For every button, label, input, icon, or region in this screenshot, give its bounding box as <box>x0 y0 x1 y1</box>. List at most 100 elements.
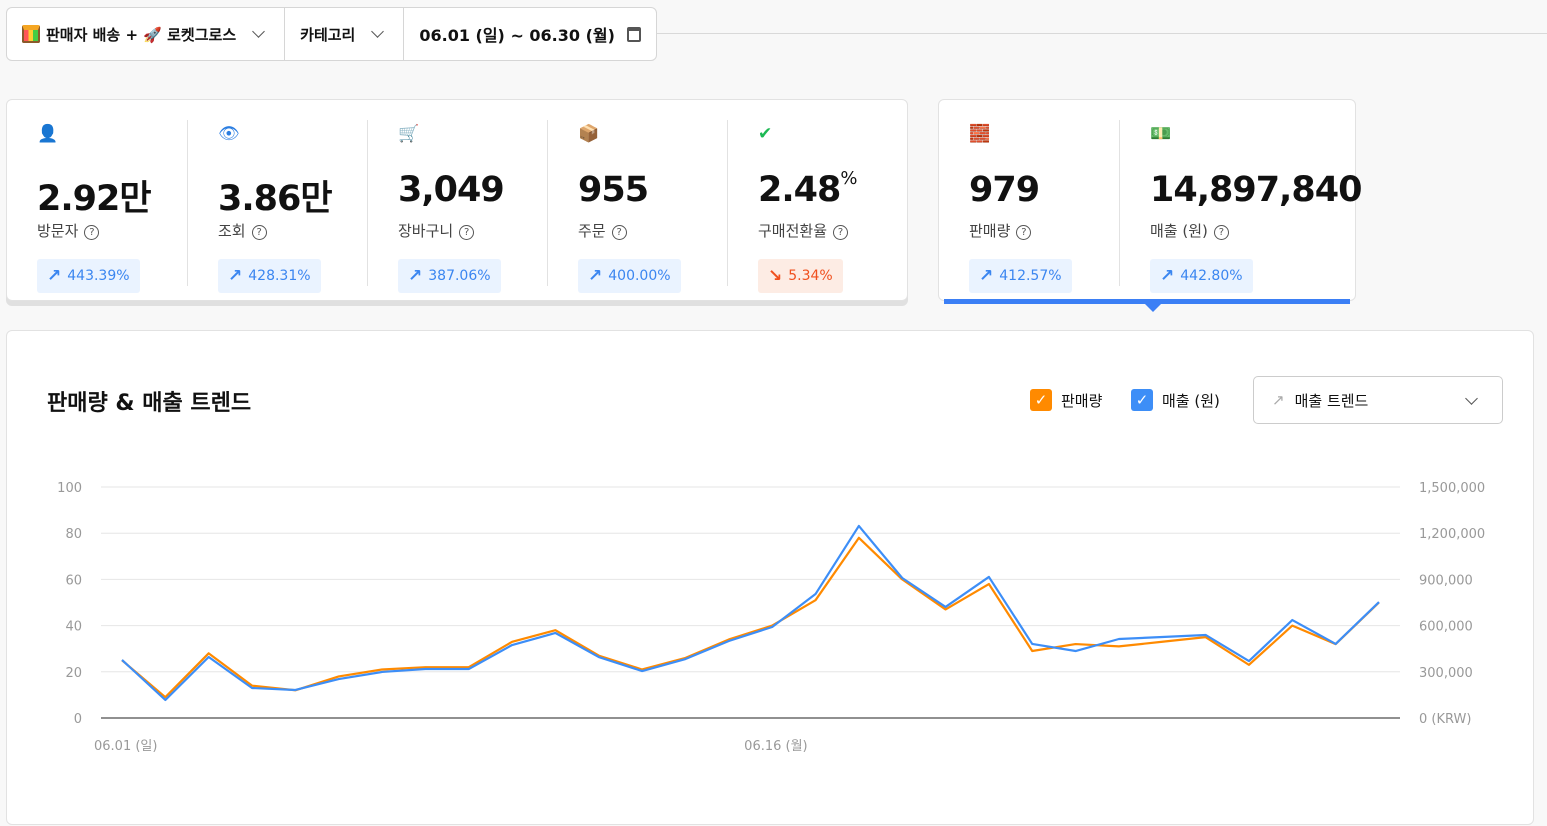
y-right-tick-label: 600,000 <box>1419 620 1473 635</box>
value-text: 3.86만 <box>218 179 333 219</box>
value-text: 2.92만 <box>37 179 152 219</box>
change-text: 387.06% <box>428 268 491 284</box>
metric-value: 3.86만 <box>218 170 333 221</box>
change-badge: ↗ 428.31% <box>218 259 321 293</box>
category-dropdown[interactable]: 카테고리 <box>285 8 405 60</box>
metric-check: ✔ 2.48% 구매전환율? ↘ 5.34% <box>727 120 907 293</box>
chart-title: 판매량 & 매출 트렌드 <box>47 391 252 416</box>
help-icon[interactable]: ? <box>611 225 627 240</box>
metric-label: 조회? <box>218 220 267 241</box>
label-text: 장바구니 <box>398 222 454 240</box>
metric-visitor: 👤 2.92만 방문자? ↗ 443.39% <box>7 120 187 293</box>
store-icon <box>22 25 40 43</box>
metric-label: 판매량? <box>969 220 1032 241</box>
help-icon[interactable]: ? <box>84 225 100 240</box>
label-text: 매출 (원) <box>1150 222 1208 240</box>
checkbox-checked-icon: ✓ <box>1030 389 1052 411</box>
y-right-tick-label: 0 (KRW) <box>1419 712 1471 727</box>
eye-icon: 👁 <box>218 124 240 144</box>
change-badge: ↘ 5.34% <box>758 259 843 293</box>
help-icon[interactable]: ? <box>251 225 267 240</box>
label-text: 판매량 <box>969 222 1011 240</box>
metric-value: 955 <box>578 170 649 210</box>
metric-label: 장바구니? <box>398 220 475 241</box>
blocks-icon: 🧱 <box>969 124 991 144</box>
visitor-icon: 👤 <box>37 124 59 144</box>
y-right-tick-label: 1,500,000 <box>1419 481 1485 496</box>
metric-label: 주문? <box>578 220 627 241</box>
metric-eye: 👁 3.86만 조회? ↗ 428.31% <box>187 120 367 293</box>
y-right-tick-label: 1,200,000 <box>1419 527 1485 542</box>
chart-mode-dropdown[interactable]: ↗ 매출 트렌드 <box>1253 376 1503 424</box>
value-text: 2.48 <box>758 170 841 210</box>
category-label: 카테고리 <box>300 25 356 44</box>
change-badge: ↗ 443.39% <box>37 259 140 293</box>
trend-icon: ↗ <box>1272 391 1285 409</box>
help-icon[interactable]: ? <box>833 225 849 240</box>
help-icon[interactable]: ? <box>1213 225 1229 240</box>
change-text: 5.34% <box>788 268 833 284</box>
y-right-tick-label: 300,000 <box>1419 666 1473 681</box>
arrow-up-right-icon: ↗ <box>408 266 423 286</box>
label-text: 조회 <box>218 222 246 240</box>
y-left-tick-label: 60 <box>65 573 82 588</box>
value-text: 955 <box>578 170 649 210</box>
traffic-metrics-card: 👤 2.92만 방문자? ↗ 443.39% 👁 3.86만 조회? ↗ 428.31… <box>6 99 908 301</box>
legend-units-checkbox[interactable]: ✓ 판매량 <box>1030 389 1102 411</box>
sales-metrics-card[interactable]: 🧱 979 판매량? ↗ 412.57% 💵 14,897,840 매출 (원)? … <box>938 99 1362 312</box>
arrow-up-right-icon: ↗ <box>979 266 994 286</box>
selected-indicator <box>944 299 1350 304</box>
series-line-revenue <box>121 524 1380 702</box>
calendar-icon <box>626 26 641 42</box>
trend-chart-card: 판매량 & 매출 트렌드 ✓ 판매량 ✓ 매출 (원) ↗ 매출 트렌드 0 0 … <box>6 330 1534 825</box>
legend-label: 판매량 <box>1061 391 1103 410</box>
legend-revenue-checkbox[interactable]: ✓ 매출 (원) <box>1131 389 1220 411</box>
box-icon: 📦 <box>578 124 600 144</box>
y-left-tick-label: 100 <box>57 481 82 496</box>
channel-dropdown[interactable]: 판매자 배송 + 🚀 로켓그로스 <box>7 8 286 60</box>
divider <box>646 33 1547 34</box>
metric-label: 매출 (원)? <box>1150 220 1229 241</box>
metric-blocks: 🧱 979 판매량? ↗ 412.57% <box>939 120 1119 293</box>
date-range-picker[interactable]: 06.01 (일) ~ 06.30 (월) <box>404 8 656 60</box>
arrow-up-right-icon: ↗ <box>588 266 603 286</box>
change-text: 442.80% <box>1180 268 1243 284</box>
change-text: 428.31% <box>248 268 311 284</box>
trend-chart: 0 0 (KRW) 20 300,000 40 600,000 60 900,000 80 1,2… <box>57 481 1485 754</box>
metric-value: 979 <box>969 170 1040 210</box>
metric-value: 2.48% <box>758 168 857 210</box>
metric-money: 💵 14,897,840 매출 (원)? ↗ 442.80% <box>1119 120 1362 293</box>
metric-cart: 🛒 3,049 장바구니? ↗ 387.06% <box>367 120 547 293</box>
change-text: 443.39% <box>67 268 130 284</box>
selected-pointer <box>1145 304 1161 312</box>
label-text: 주문 <box>578 222 606 240</box>
series-line-units <box>121 536 1380 699</box>
filter-bar: 판매자 배송 + 🚀 로켓그로스 카테고리 06.01 (일) ~ 06.30 … <box>6 7 657 61</box>
metric-box: 📦 955 주문? ↗ 400.00% <box>547 120 727 293</box>
metric-label: 방문자? <box>37 220 100 241</box>
arrow-up-right-icon: ↗ <box>228 266 243 286</box>
change-text: 412.57% <box>999 268 1062 284</box>
channel-label: 판매자 배송 + 🚀 로켓그로스 <box>46 25 237 44</box>
label-text: 구매전환율 <box>758 222 828 240</box>
value-text: 14,897,840 <box>1150 170 1362 210</box>
y-left-tick-label: 20 <box>65 666 82 681</box>
change-badge: ↗ 400.00% <box>578 259 681 293</box>
change-badge: ↗ 412.57% <box>969 259 1072 293</box>
y-left-tick-label: 0 <box>74 712 82 727</box>
change-text: 400.00% <box>608 268 671 284</box>
arrow-up-right-icon: ↗ <box>47 266 62 286</box>
label-text: 방문자 <box>37 222 79 240</box>
money-icon: 💵 <box>1150 124 1172 144</box>
metric-value: 3,049 <box>398 170 505 210</box>
date-range-label: 06.01 (일) ~ 06.30 (월) <box>419 26 615 45</box>
unit-text: % <box>840 168 857 189</box>
legend-label: 매출 (원) <box>1162 391 1220 410</box>
cart-icon: 🛒 <box>398 124 420 144</box>
help-icon[interactable]: ? <box>459 225 475 240</box>
help-icon[interactable]: ? <box>1016 225 1032 240</box>
y-left-tick-label: 80 <box>65 527 82 542</box>
checkbox-checked-icon: ✓ <box>1131 389 1153 411</box>
check-icon: ✔ <box>758 124 773 144</box>
metric-value: 14,897,840 <box>1150 170 1362 210</box>
